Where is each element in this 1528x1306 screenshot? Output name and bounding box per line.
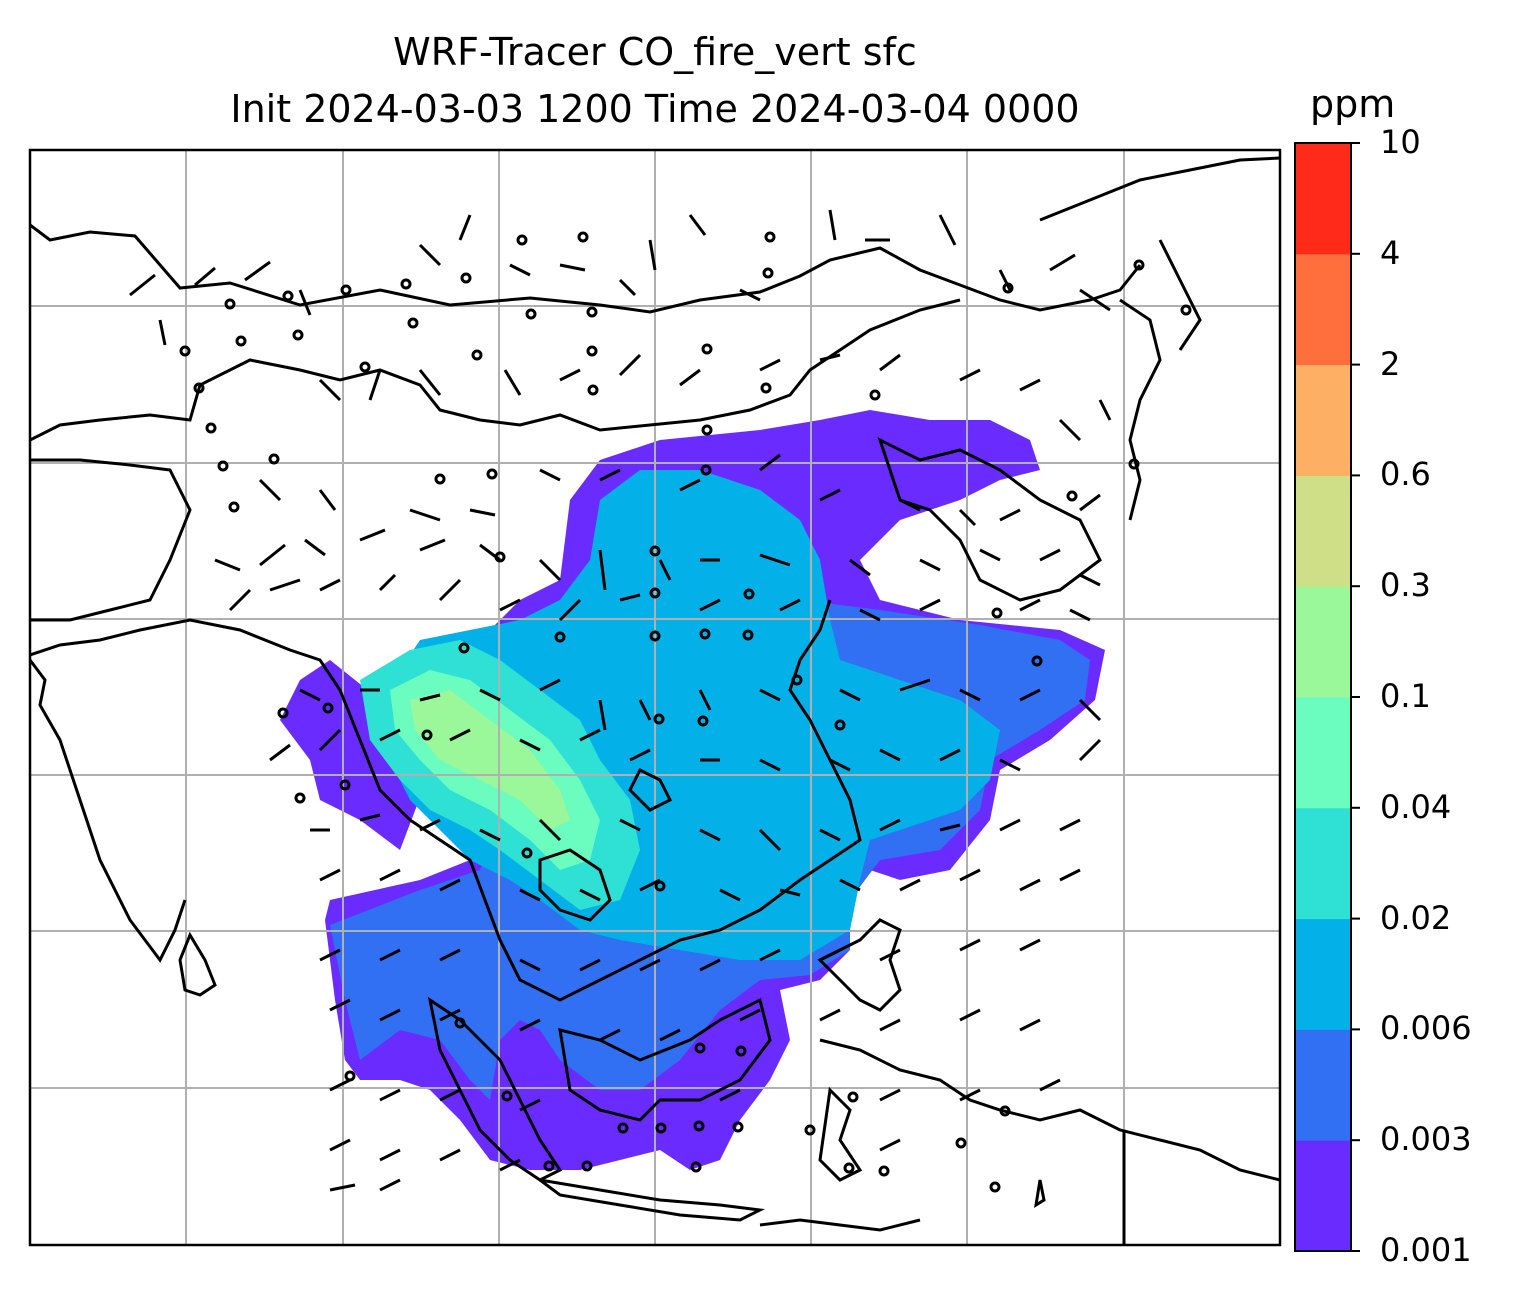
tracer-field-level-6 [410,690,570,830]
map-title-line2: Init 2024-03-03 1200 Time 2024-03-04 000… [230,87,1080,131]
colorbar-tick-label: 0.3 [1380,566,1431,605]
colorbar [1294,142,1360,1252]
colorbar-tick-label: 4 [1380,233,1401,272]
colorbar-tick-label: 0.6 [1380,455,1431,494]
coastlines [30,156,1280,1245]
colorbar-tick-label: 0.1 [1380,677,1431,715]
colorbar-tick-label: 0.006 [1380,1009,1472,1048]
wind-barbs [129,209,1112,1192]
colorbar-segment [1295,1140,1351,1252]
colorbar-segment [1295,586,1351,698]
colorbar-segment [1295,918,1351,1030]
colorbar-tick-label: 0.02 [1380,898,1452,937]
colorbar-segment [1295,475,1351,587]
map-gridlines [30,150,1280,1245]
colorbar-tick-label: 0.04 [1380,787,1452,826]
colorbar-unit-label: ppm [1310,82,1396,126]
calm-wind-circles [179,231,1192,1193]
map-title-line1: WRF-Tracer CO_fire_vert sfc [393,30,917,74]
colorbar-tick-label: 2 [1380,344,1401,383]
colorbar-segment [1295,697,1351,809]
colorbar-segment [1295,364,1351,476]
tracer-field [280,410,1105,1170]
colorbar-tick-label: 0.001 [1380,1231,1472,1269]
map-panel [30,150,1280,1245]
colorbar-tick-label: 0.003 [1380,1120,1472,1159]
colorbar-segment [1295,253,1351,366]
colorbar-segment [1295,1029,1351,1141]
colorbar-segment [1295,143,1351,255]
colorbar-segment [1295,807,1351,920]
colorbar-tick-label: 10 [1380,123,1421,161]
map-frame [28,148,1282,1247]
